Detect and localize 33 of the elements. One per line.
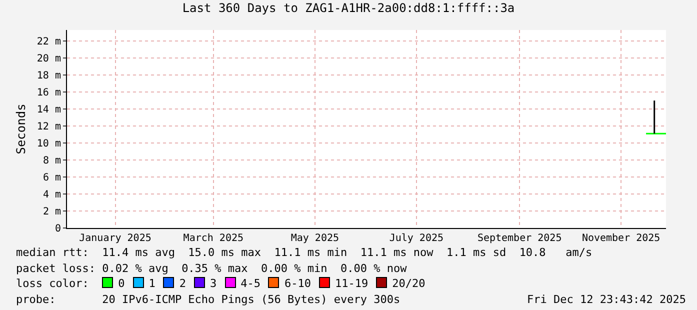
text: 11-19 (334, 277, 368, 290)
y-tick-label: 8 m (42, 156, 61, 167)
text: probe: 20 IPv6-ICMP Echo Pings (56 Bytes) every 300s (16, 292, 400, 306)
y-tick-label: 2 m (42, 206, 61, 218)
x-tick-label: March 2025 (183, 233, 244, 244)
y-tick-label: 22 m (36, 36, 61, 48)
y-tick-label: 16 m (36, 88, 61, 99)
y-tick-label: 6 m (42, 172, 61, 184)
text: 6-10 (284, 277, 311, 290)
text: 1 (148, 277, 156, 290)
chart-title: Last 360 Days to ZAG1-A1HR-2a00:dd8:1:ffff::3a (182, 1, 515, 16)
text: 4-5 (240, 277, 260, 290)
y-axis-title: Seconds (14, 104, 28, 154)
x-tick-label: May 2025 (290, 233, 340, 244)
text: median rtt: 11.4 ms avg 15.0 ms max 11.1 ms min 11.1 ms now 1.1 ms sd 10.8 am/s (16, 246, 592, 259)
text: loss color: (16, 277, 90, 290)
y-tick-label: 18 m (36, 70, 61, 82)
x-tick-label: July 2025 (389, 233, 444, 244)
text: 20/20 (392, 277, 426, 290)
text: 2 (179, 277, 186, 290)
y-tick-label: 10 m (36, 138, 61, 150)
y-tick-label: 14 m (36, 104, 61, 116)
text: Fri Dec 12 23:43:42 2025 (527, 292, 686, 307)
x-tick-label: September 2025 (477, 233, 562, 244)
y-tick-label: 4 m (42, 190, 61, 201)
y-tick-label: 12 m (36, 122, 61, 133)
x-tick-label: November 2025 (582, 233, 660, 244)
text: packet loss: 0.02 % avg 0.35 % max 0.00 % min 0.00 % now (16, 262, 407, 274)
y-tick-label: 20 m (36, 54, 61, 65)
y-tick-label: 0 (54, 224, 61, 234)
x-tick-label: January 2025 (79, 233, 152, 244)
text: 3 (210, 277, 217, 290)
text: 0 (118, 277, 125, 290)
